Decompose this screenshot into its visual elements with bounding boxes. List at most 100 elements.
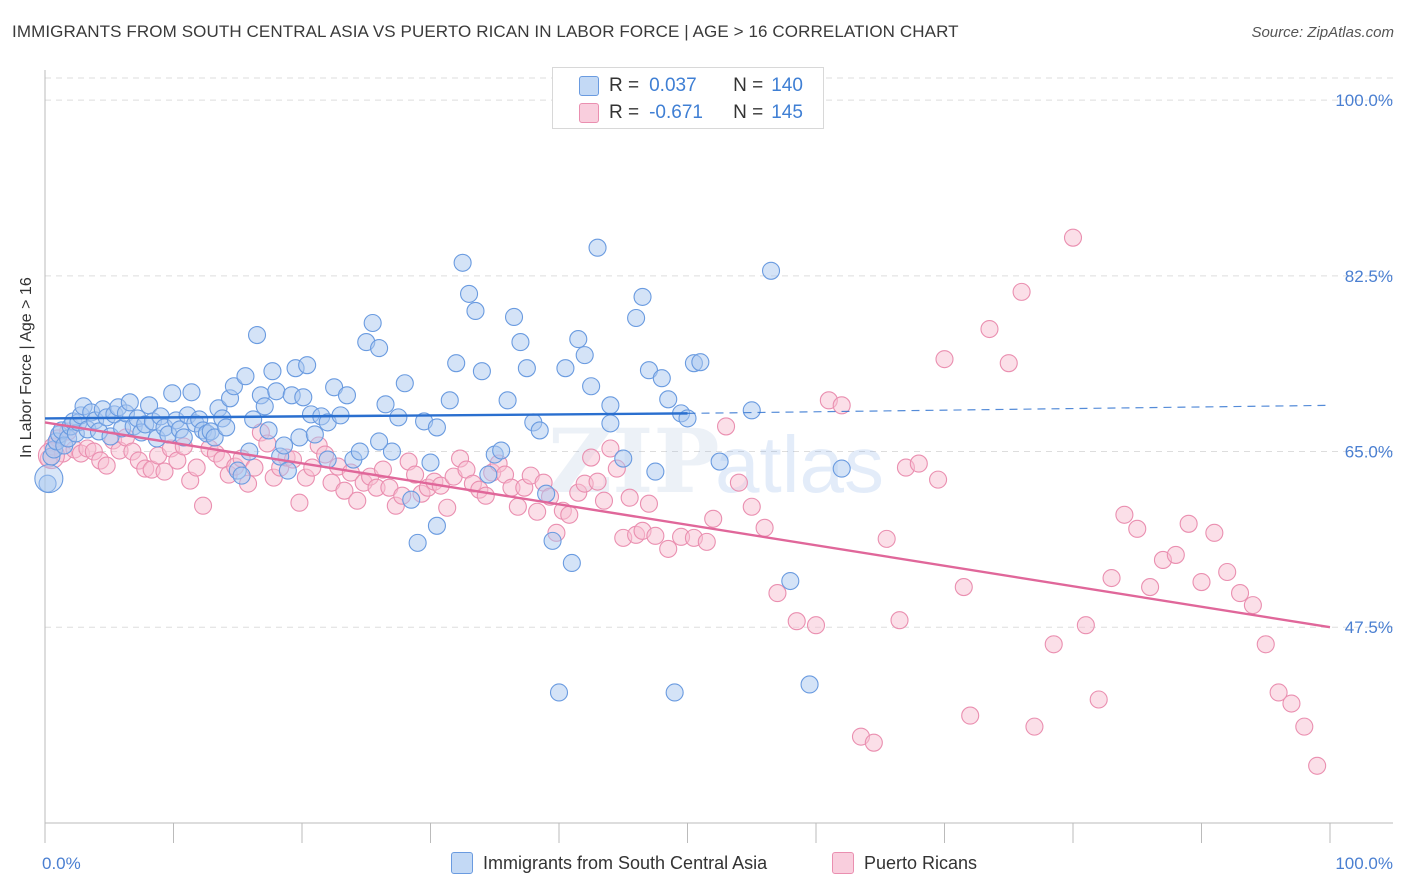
point-south-central-asia: [800, 675, 819, 694]
point-puerto-ricans: [380, 478, 399, 497]
point-south-central-asia: [236, 367, 255, 386]
legend-row-blue: R = 0.037 N = 140: [553, 73, 803, 99]
point-south-central-asia: [453, 253, 472, 272]
point-south-central-asia: [337, 386, 357, 405]
legend-n-label: N =: [733, 102, 764, 123]
point-puerto-ricans: [1166, 545, 1185, 564]
trend-line-blue-dashed: [687, 404, 1331, 414]
point-puerto-ricans: [303, 458, 322, 477]
bottom-legend-label-blue: Immigrants from South Central Asia: [483, 852, 768, 873]
point-puerto-ricans: [646, 526, 665, 545]
y-tick-label: 82.5%: [1345, 267, 1393, 286]
point-south-central-asia: [298, 356, 317, 375]
point-puerto-ricans: [620, 488, 639, 507]
point-south-central-asia: [537, 484, 556, 503]
series-south-central-asia: [34, 238, 851, 702]
point-puerto-ricans: [1115, 505, 1134, 524]
point-puerto-ricans: [980, 319, 999, 339]
point-south-central-asia: [244, 410, 263, 429]
point-puerto-ricans: [155, 462, 174, 481]
point-puerto-ricans: [194, 496, 213, 515]
point-puerto-ricans: [373, 460, 393, 479]
bottom-legend-label-pink: Puerto Ricans: [864, 852, 978, 873]
point-south-central-asia: [370, 339, 389, 358]
point-puerto-ricans: [1192, 572, 1211, 592]
point-puerto-ricans: [1269, 683, 1288, 702]
tick-labels: 47.5% 65.0% 82.5% 100.0% 0.0% 100.0%: [42, 91, 1393, 873]
point-south-central-asia: [263, 362, 282, 381]
point-puerto-ricans: [588, 472, 607, 491]
point-puerto-ricans: [787, 612, 806, 631]
point-south-central-asia: [639, 361, 659, 380]
point-south-central-asia: [459, 284, 479, 303]
point-south-central-asia: [408, 533, 427, 552]
bottom-legend-blue: Immigrants from South Central Asia: [451, 852, 767, 874]
point-puerto-ricans: [961, 706, 980, 725]
point-south-central-asia: [582, 377, 601, 396]
point-south-central-asia: [549, 683, 569, 702]
legend-swatch-pink: [579, 103, 599, 123]
point-south-central-asia: [363, 313, 382, 333]
point-south-central-asia: [832, 459, 851, 478]
point-south-central-asia: [440, 391, 459, 410]
y-tick-label: 47.5%: [1345, 618, 1393, 637]
point-south-central-asia: [294, 388, 313, 407]
point-south-central-asia: [305, 425, 324, 444]
y-tick-label: 65.0%: [1345, 443, 1393, 462]
point-puerto-ricans: [582, 448, 601, 467]
point-south-central-asia: [466, 301, 485, 321]
point-puerto-ricans: [935, 350, 954, 369]
point-puerto-ricans: [1243, 596, 1262, 615]
series-puerto-ricans: [37, 228, 1327, 775]
point-south-central-asia: [402, 490, 421, 509]
point-puerto-ricans: [954, 578, 973, 597]
point-south-central-asia: [504, 307, 524, 327]
y-tick-label: 100.0%: [1335, 91, 1393, 110]
point-puerto-ricans: [704, 509, 723, 528]
point-south-central-asia: [517, 359, 536, 378]
point-south-central-asia: [562, 553, 581, 573]
trend-lines: [44, 404, 1331, 629]
point-south-central-asia: [601, 414, 620, 433]
point-puerto-ricans: [832, 396, 851, 415]
point-puerto-ricans: [322, 473, 341, 492]
point-south-central-asia: [427, 418, 446, 437]
point-south-central-asia: [34, 464, 64, 494]
point-south-central-asia: [120, 393, 139, 412]
point-puerto-ricans: [1025, 717, 1044, 736]
point-south-central-asia: [182, 383, 201, 402]
bottom-legend-swatch-blue: [451, 852, 473, 874]
point-puerto-ricans: [864, 733, 883, 752]
point-puerto-ricans: [1205, 523, 1224, 542]
point-puerto-ricans: [406, 465, 425, 484]
point-south-central-asia: [492, 441, 511, 460]
point-south-central-asia: [530, 421, 549, 440]
point-south-central-asia: [427, 516, 446, 535]
bottom-legend-pink: Puerto Ricans: [832, 852, 977, 874]
point-puerto-ricans: [742, 497, 761, 516]
point-puerto-ricans: [639, 494, 659, 513]
point-puerto-ricans: [890, 611, 909, 630]
point-puerto-ricans: [1012, 282, 1031, 301]
point-south-central-asia: [498, 391, 517, 410]
point-puerto-ricans: [601, 439, 620, 458]
point-south-central-asia: [646, 462, 665, 481]
point-south-central-asia: [376, 395, 395, 414]
point-south-central-asia: [247, 326, 267, 345]
point-puerto-ricans: [909, 454, 928, 473]
legend-r-value: 0.037: [649, 75, 697, 96]
point-puerto-ricans: [768, 584, 787, 603]
point-south-central-asia: [163, 384, 182, 403]
chart-title: IMMIGRANTS FROM SOUTH CENTRAL ASIA VS PU…: [12, 22, 959, 41]
gridlines: [45, 77, 1393, 628]
point-south-central-asia: [633, 287, 652, 306]
point-puerto-ricans: [806, 616, 826, 635]
point-puerto-ricans: [1076, 616, 1095, 635]
point-south-central-asia: [255, 397, 274, 416]
point-puerto-ricans: [929, 470, 948, 489]
point-puerto-ricans: [999, 354, 1018, 373]
point-south-central-asia: [421, 453, 440, 472]
point-south-central-asia: [569, 330, 588, 349]
point-south-central-asia: [370, 432, 389, 451]
